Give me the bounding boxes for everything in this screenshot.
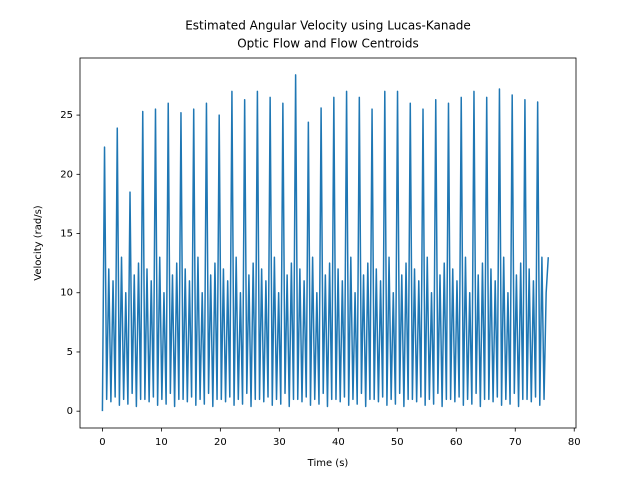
plot-frame (79, 57, 577, 429)
data-line (101, 74, 550, 412)
x-tick-label: 60 (450, 437, 463, 448)
x-tick-label: 30 (273, 437, 286, 448)
y-tick-label: 20 (60, 169, 73, 180)
y-tick-label: 10 (60, 288, 73, 299)
x-axis-label: Time (s) (307, 458, 349, 469)
y-tick-label: 5 (67, 347, 73, 358)
x-tick-label: 70 (509, 437, 522, 448)
x-tick-label: 50 (391, 437, 404, 448)
chart-title: Optic Flow and Flow Centroids (237, 37, 419, 51)
y-tick-label: 15 (60, 229, 73, 240)
x-tick-label: 80 (568, 437, 581, 448)
y-tick-label: 0 (67, 406, 73, 417)
x-tick-label: 40 (332, 437, 345, 448)
y-tick-label: 25 (60, 110, 73, 121)
x-tick-label: 0 (99, 437, 105, 448)
x-tick-label: 20 (214, 437, 227, 448)
x-tick-label: 10 (155, 437, 168, 448)
y-axis-label: Velocity (rad/s) (33, 205, 44, 280)
chart-title: Estimated Angular Velocity using Lucas-K… (185, 19, 471, 33)
